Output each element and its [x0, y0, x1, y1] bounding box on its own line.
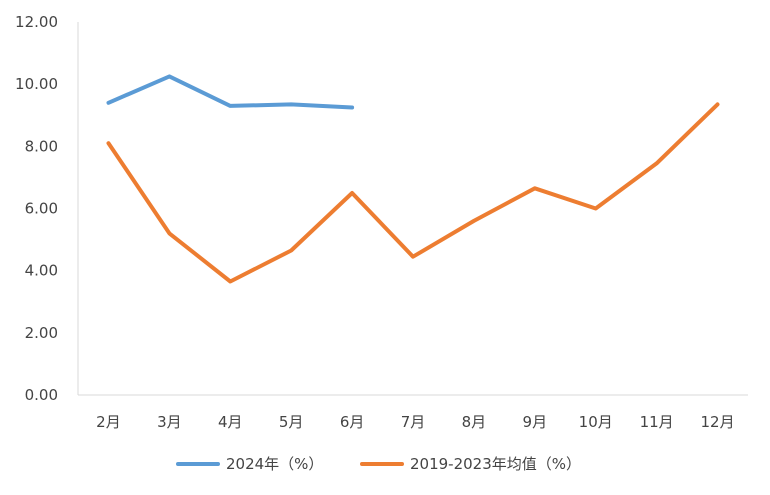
data-point: [107, 101, 111, 105]
data-point: [289, 249, 293, 253]
x-tick-label: 12月: [700, 413, 734, 431]
data-point: [472, 219, 476, 223]
data-point: [167, 231, 171, 235]
data-point: [228, 104, 232, 108]
y-tick-label: 6.00: [25, 200, 58, 218]
x-tick-label: 11月: [640, 413, 674, 431]
x-tick-label: 5月: [279, 413, 304, 431]
data-point: [350, 106, 354, 110]
data-point: [107, 141, 111, 145]
x-tick-label: 4月: [218, 413, 243, 431]
data-point: [533, 186, 537, 190]
legend-label: 2019-2023年均值（%）: [410, 455, 581, 473]
y-tick-label: 10.00: [15, 75, 58, 93]
y-tick-label: 12.00: [15, 13, 58, 31]
series-lines: [106, 74, 720, 284]
legend-label: 2024年（%）: [226, 455, 323, 473]
x-tick-label: 6月: [340, 413, 365, 431]
x-tick-label: 3月: [157, 413, 182, 431]
series-line-1: [106, 102, 720, 284]
x-tick-label: 7月: [401, 413, 426, 431]
x-tick-label: 8月: [462, 413, 487, 431]
x-tick-label: 9月: [523, 413, 548, 431]
x-tick-label: 2月: [96, 413, 121, 431]
y-tick-label: 4.00: [25, 262, 58, 280]
data-point: [655, 161, 659, 165]
legend: 2024年（%） 2019-2023年均值（%）: [176, 455, 581, 473]
y-tick-label: 0.00: [25, 386, 58, 404]
y-tick-label: 2.00: [25, 324, 58, 342]
series-line-0: [106, 74, 355, 110]
data-point: [594, 207, 598, 211]
x-tick-labels: 2月 3月 4月 5月 6月 7月 8月 9月 10月 11月 12月: [96, 413, 734, 431]
data-point: [228, 280, 232, 284]
data-point: [167, 74, 171, 78]
data-point: [716, 102, 720, 106]
axes: [77, 22, 748, 396]
data-point: [411, 255, 415, 259]
y-tick-labels: 0.00 2.00 4.00 6.00 8.00 10.00 12.00: [15, 13, 58, 404]
data-point: [350, 191, 354, 195]
data-point: [289, 102, 293, 106]
y-tick-label: 8.00: [25, 137, 58, 155]
x-tick-label: 10月: [579, 413, 613, 431]
